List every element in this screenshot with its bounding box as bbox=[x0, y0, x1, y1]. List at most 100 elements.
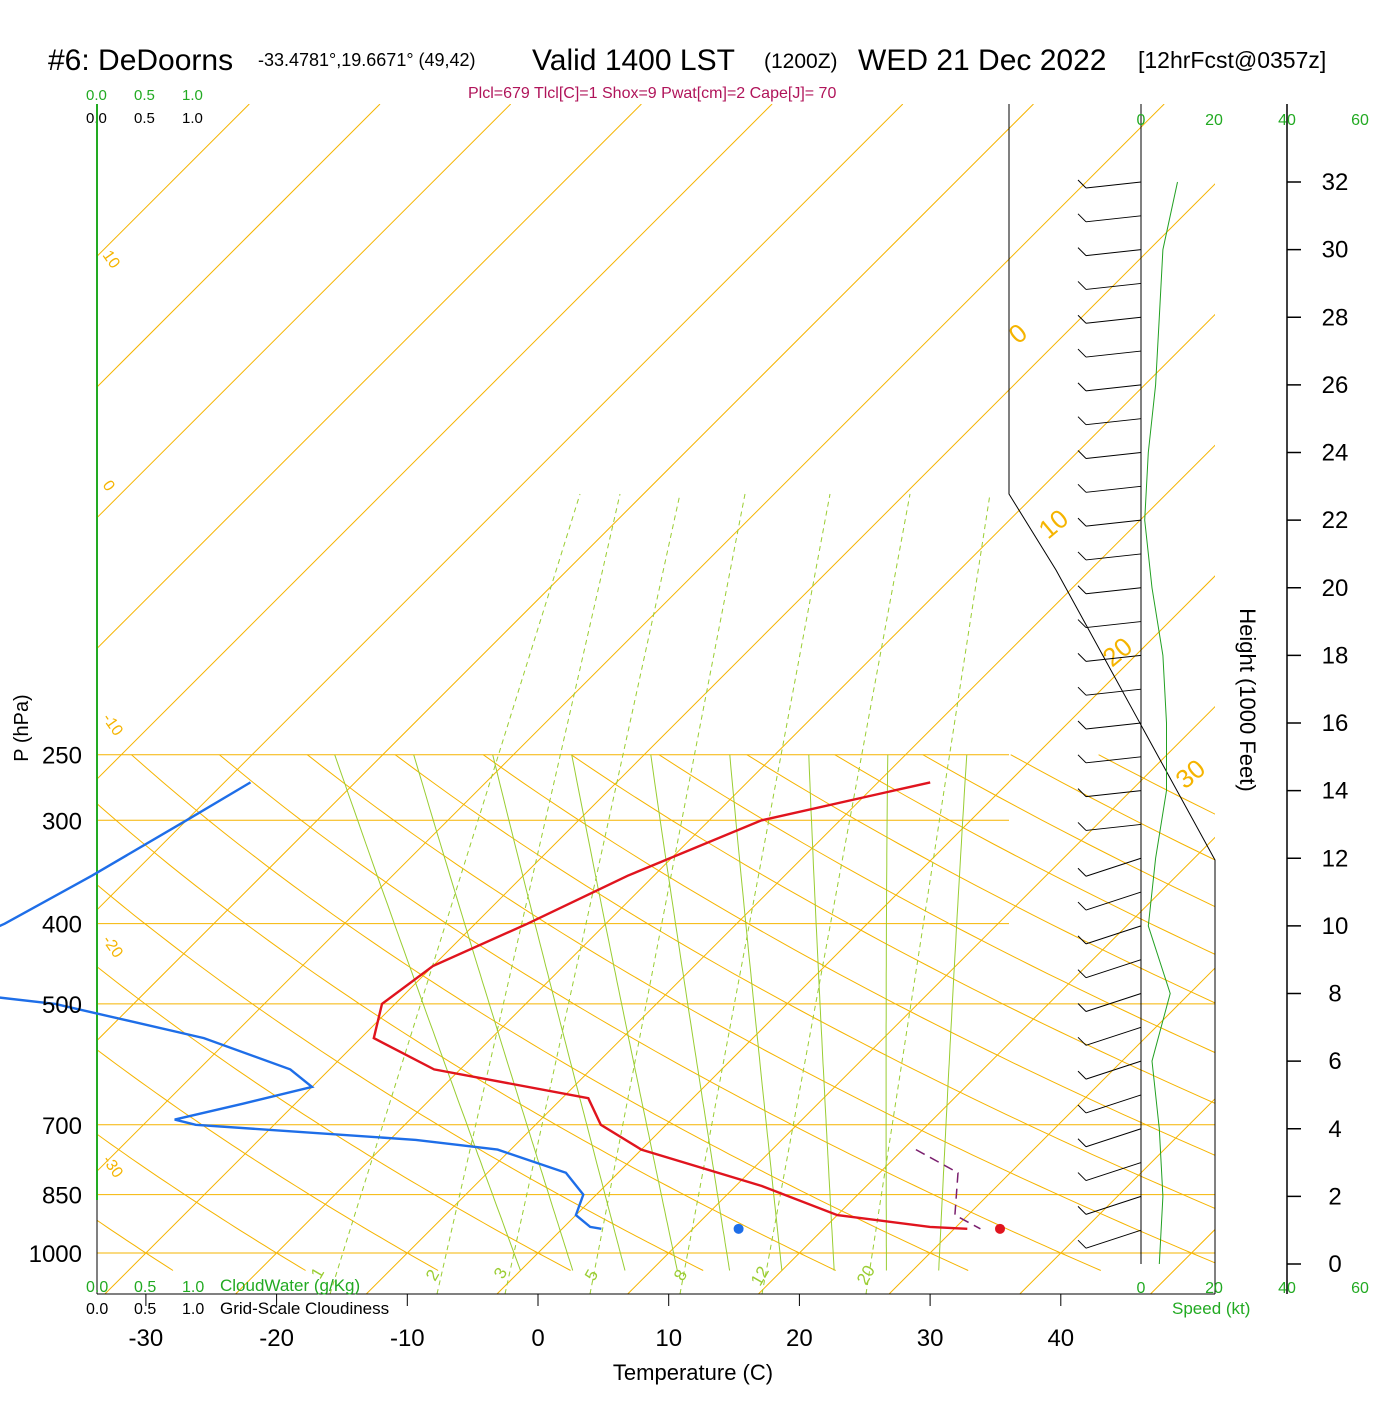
wind-speed-profile bbox=[1145, 182, 1178, 1264]
wind-barb bbox=[1086, 1129, 1141, 1147]
height-tick-label: 32 bbox=[1322, 169, 1349, 196]
dry-adiabat bbox=[571, 755, 1400, 1271]
wind-barb bbox=[1086, 486, 1141, 492]
pressure-tick-label: 300 bbox=[42, 808, 82, 835]
height-tick-label: 4 bbox=[1328, 1116, 1341, 1143]
dry-adiabat-label: -20 bbox=[99, 933, 126, 962]
wind-barb bbox=[1086, 926, 1141, 944]
surface-dewpoint-dot bbox=[734, 1224, 744, 1234]
wind-barb-flag bbox=[1078, 822, 1086, 830]
mixing-ratio-line bbox=[866, 494, 990, 1294]
parcel-trace bbox=[916, 1150, 981, 1229]
valid-time: Valid 1400 LST bbox=[532, 44, 735, 77]
dry-adiabat bbox=[0, 755, 571, 1271]
moist-adiabat bbox=[335, 755, 521, 1271]
cloudwater-tick: 1.0 bbox=[182, 1279, 204, 1296]
utc-time: (1200Z) bbox=[764, 50, 838, 73]
wind-barb-flag bbox=[1078, 1240, 1086, 1248]
dry-adiabat bbox=[132, 755, 969, 1271]
dry-adiabat bbox=[0, 755, 41, 1271]
dry-adiabat bbox=[0, 755, 173, 1271]
mixing-ratio-label: 3 bbox=[490, 1264, 511, 1282]
cloud-scale-top: 0.0 0.5 1.0 0.0 0.5 1.0 bbox=[86, 87, 203, 127]
wind-barb bbox=[1086, 250, 1141, 256]
dewpoint-trace bbox=[0, 782, 601, 1228]
dry-adiabat bbox=[659, 755, 1400, 1271]
height-tick-label: 16 bbox=[1322, 710, 1349, 737]
dry-adiabat bbox=[395, 755, 1366, 1271]
temperature-tick-label: -30 bbox=[129, 1325, 164, 1352]
wind-barb bbox=[1086, 419, 1141, 425]
wind-barb bbox=[1086, 1196, 1141, 1214]
height-tick-label: 22 bbox=[1322, 507, 1349, 534]
dry-adiabat bbox=[747, 755, 1400, 1271]
isotherm-label: 10 bbox=[1033, 503, 1074, 545]
isotherm-line bbox=[236, 104, 1400, 1294]
wind-barb-flag bbox=[1078, 586, 1086, 594]
dry-adiabat bbox=[483, 755, 1400, 1271]
wind-barb bbox=[1086, 351, 1141, 357]
temperature-tick-label: 10 bbox=[655, 1325, 682, 1352]
wind-barb-flag bbox=[1078, 484, 1086, 492]
dry-adiabat bbox=[219, 755, 1100, 1271]
cloudwater-tick: 0.0 bbox=[86, 1279, 108, 1296]
cloudiness-label: Grid-Scale Cloudiness bbox=[220, 1299, 389, 1318]
cloudiness-tick: 0.5 bbox=[134, 1301, 156, 1318]
temperature-tick-label: -10 bbox=[390, 1325, 425, 1352]
wind-barb-flag bbox=[1078, 1139, 1086, 1147]
wind-barb-flag bbox=[1078, 1004, 1086, 1012]
pressure-tick-label: 700 bbox=[42, 1113, 82, 1140]
moist-adiabat bbox=[886, 755, 888, 1271]
speed-tick-top: 40 bbox=[1278, 112, 1296, 129]
cloudwater-tick-top: 1.0 bbox=[182, 87, 203, 104]
wind-barb bbox=[1086, 1027, 1141, 1045]
wind-barb bbox=[1086, 216, 1141, 222]
temperature-tick-label: 40 bbox=[1047, 1325, 1074, 1352]
height-tick-label: 20 bbox=[1322, 575, 1349, 602]
moist-adiabat bbox=[730, 755, 782, 1271]
mixing-ratio-line bbox=[680, 494, 830, 1294]
wind-barb-flag bbox=[1078, 755, 1086, 763]
isotherms-and-adiabats bbox=[0, 104, 1400, 1294]
cloudiness-tick: 0.0 bbox=[86, 1301, 108, 1318]
isotherm-line bbox=[1151, 104, 1400, 1294]
moist-adiabat bbox=[809, 755, 834, 1271]
wind-barb-flag bbox=[1078, 1206, 1086, 1214]
speed-axis-label: Speed (kt) bbox=[1172, 1299, 1250, 1318]
wind-barb-flag bbox=[1078, 868, 1086, 876]
isotherm-line bbox=[497, 104, 1400, 1294]
speed-tick-bottom: 60 bbox=[1351, 1280, 1369, 1297]
wind-barb bbox=[1086, 1230, 1141, 1248]
cloud-scale-bottom: 0.0 0.5 1.0 CloudWater (g/Kg) 0.0 0.5 1.… bbox=[86, 1276, 389, 1318]
wind-barb-flag bbox=[1078, 653, 1086, 661]
wind-barb bbox=[1086, 453, 1141, 459]
isotherm-label: 20 bbox=[1097, 631, 1138, 673]
wind-barb-flag bbox=[1078, 451, 1086, 459]
y-axis-title: P (hPa) bbox=[11, 694, 33, 761]
height-axis-title: Height (1000 Feet) bbox=[1235, 608, 1260, 791]
wind-barb bbox=[1086, 791, 1141, 797]
wind-barb-flag bbox=[1078, 248, 1086, 256]
dry-adiabat bbox=[1099, 755, 1400, 1271]
pressure-tick-label: 400 bbox=[42, 912, 82, 939]
wind-barb bbox=[1086, 317, 1141, 323]
cloudwater-tick-top: 0.0 bbox=[86, 87, 107, 104]
stability-indices: Plcl=679 Tlcl[C]=1 Shox=9 Pwat[cm]=2 Cap… bbox=[468, 85, 836, 102]
mixing-ratio-label: 20 bbox=[853, 1262, 879, 1288]
isotherm-line bbox=[0, 104, 1164, 1294]
isotherm-line bbox=[105, 104, 1295, 1294]
dry-adiabat-label: 0 bbox=[99, 478, 118, 495]
isotherm-label: 0 bbox=[1003, 317, 1033, 349]
wind-barb-flag bbox=[1078, 518, 1086, 526]
cloudiness-tick: 1.0 bbox=[182, 1301, 204, 1318]
wind-barb bbox=[1086, 283, 1141, 289]
speed-tick-bottom: 0 bbox=[1137, 1280, 1146, 1297]
speed-tick-top: 0 bbox=[1137, 112, 1146, 129]
isotherm-line bbox=[0, 104, 249, 1294]
wind-barb bbox=[1086, 723, 1141, 729]
wind-barb bbox=[1086, 858, 1141, 876]
temperature-tick-label: 0 bbox=[531, 1325, 544, 1352]
isotherm-line bbox=[1020, 104, 1400, 1294]
